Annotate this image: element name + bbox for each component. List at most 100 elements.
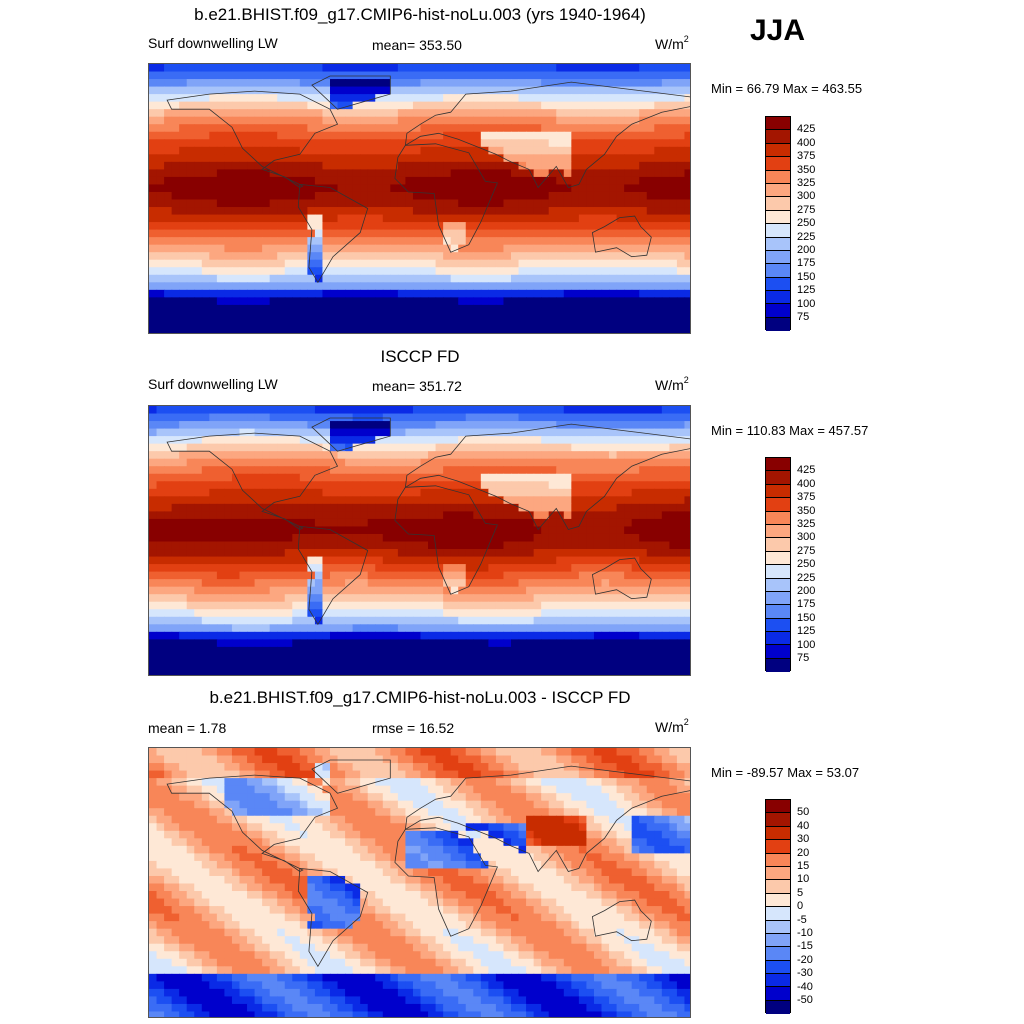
map-cell (390, 511, 399, 520)
map-cell (216, 421, 226, 430)
map-cell (443, 443, 452, 452)
map-cell (405, 131, 414, 140)
map-cell (149, 154, 158, 163)
map-cell (352, 101, 361, 110)
map-cell (254, 601, 263, 610)
map-cell (209, 616, 218, 625)
map-cell (661, 511, 670, 520)
map-cell (586, 312, 595, 321)
map-cell (390, 259, 399, 268)
map-cell (473, 184, 482, 193)
map-cell (390, 86, 399, 95)
map-cell (397, 237, 407, 246)
map-cell (661, 229, 670, 238)
map-cell (654, 146, 663, 155)
map-cell (412, 146, 422, 155)
map-cell (307, 207, 316, 216)
map-cell (450, 252, 459, 261)
colorbar-box (766, 130, 790, 144)
map-cell (337, 191, 346, 201)
map-cell (352, 406, 361, 415)
map-cell (526, 518, 535, 528)
map-cell (352, 533, 361, 543)
map-cell (284, 428, 293, 437)
map-cell (224, 282, 233, 291)
map-cell (669, 443, 678, 452)
map-cell (345, 274, 354, 283)
map-cell (179, 214, 188, 223)
map-cell (164, 131, 173, 140)
map-cell (495, 466, 505, 475)
map-cell (254, 289, 263, 298)
map-cell (164, 184, 173, 193)
map-cell (435, 496, 444, 505)
map-cell (661, 237, 670, 246)
map-cell (624, 86, 633, 95)
map-cell (420, 86, 429, 95)
map-cell (322, 413, 331, 422)
map-cell (669, 289, 678, 298)
map-cell (646, 601, 655, 610)
map-cell (503, 274, 512, 283)
coastline (591, 215, 652, 258)
map-cell (511, 488, 520, 497)
map-cell (518, 267, 527, 276)
map-cell (292, 199, 301, 208)
map-cell (676, 267, 686, 276)
map-cell (609, 199, 618, 208)
map-cell (269, 297, 278, 306)
map-cell (458, 451, 467, 460)
map-cell (593, 458, 603, 467)
map-cell (495, 267, 505, 276)
map-cell (156, 184, 165, 193)
map-cell (435, 601, 444, 610)
map-cell (412, 101, 422, 110)
map-cell (511, 222, 520, 231)
map-cell (428, 496, 437, 505)
map-cell (518, 586, 527, 595)
map-cell (465, 312, 474, 321)
map-cell (277, 191, 286, 201)
map-cell (299, 312, 308, 321)
map-cell (164, 176, 173, 186)
map-cell (661, 267, 670, 276)
map-cell (277, 109, 286, 118)
map-cell (480, 214, 489, 223)
map-cell (586, 601, 595, 610)
map-cell (307, 624, 316, 633)
map-cell (593, 624, 603, 633)
map-cell (216, 169, 226, 178)
map-cell (307, 214, 316, 223)
map-cell (330, 541, 339, 550)
map-cell (375, 496, 384, 505)
map-cell (511, 601, 520, 610)
map-cell (412, 549, 422, 558)
map-cell (216, 191, 226, 201)
map-cell (382, 79, 391, 88)
map-cell (322, 496, 331, 505)
map-cell (518, 169, 527, 178)
map-cell (616, 207, 625, 216)
map-cell (330, 564, 339, 573)
map-cell (171, 214, 180, 223)
map-cell (533, 466, 542, 475)
map-cell (518, 579, 527, 588)
map-cell (676, 556, 686, 565)
map-cell (503, 297, 512, 306)
map-cell (563, 259, 572, 268)
map-cell (465, 451, 474, 460)
map-cell (314, 214, 324, 223)
map-cell (201, 631, 210, 640)
map-cell (443, 511, 452, 520)
map-cell (503, 564, 512, 573)
map-cell (443, 503, 452, 512)
map-cell (435, 518, 444, 528)
map-cell (397, 624, 407, 633)
map-cell (307, 564, 316, 573)
map-cell (480, 139, 489, 148)
map-cell (307, 289, 316, 298)
map-cell (209, 304, 218, 314)
map-cell (639, 169, 648, 178)
map-cell (330, 631, 339, 640)
map-cell (269, 639, 278, 648)
